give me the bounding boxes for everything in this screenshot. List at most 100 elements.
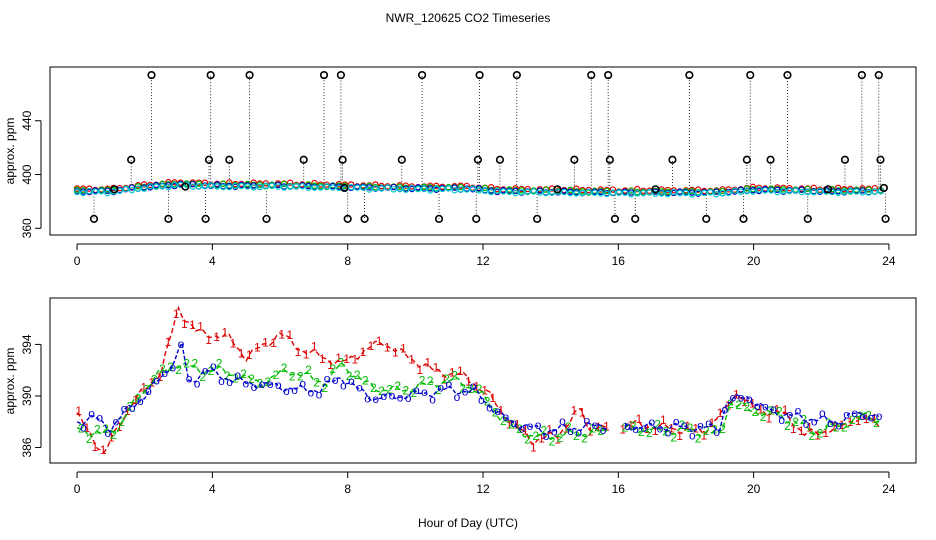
bottom-series-1-marker: 1 (725, 398, 732, 412)
top-series-2-point (804, 185, 811, 193)
top-series-4-point (238, 182, 245, 190)
top-series-4-point (646, 188, 653, 196)
bottom-series-1-marker: 1 (668, 422, 675, 436)
figure-title: NWR_120625 CO2 Timeseries (386, 11, 551, 25)
bottom-series-1-marker: 1 (636, 412, 643, 426)
bottom-series-3-line (76, 341, 880, 436)
top-series-4-point (506, 188, 513, 195)
bottom-series-3-marker: o (275, 378, 282, 392)
bottom-series-3-marker: o (202, 364, 209, 378)
bottom-series-1-marker: 1 (652, 424, 659, 438)
top-series-4-point (567, 189, 574, 197)
bottom-series-3-marker: o (835, 419, 842, 433)
top-series-4-point (79, 189, 87, 197)
top-flag-point (874, 70, 883, 80)
top-flag-point (336, 70, 346, 80)
top-series-4-point (171, 181, 178, 189)
bottom-series-2-marker: 2 (532, 429, 539, 443)
bottom-series-2-marker: 2 (411, 386, 418, 400)
top-series-4-point (694, 189, 702, 196)
bottom-series-1-marker: 1 (157, 370, 164, 384)
bottom-series-1-marker: 1 (587, 425, 594, 439)
bottom-series-3-marker: o (80, 420, 87, 434)
bottom-series-1-marker: 1 (295, 345, 302, 359)
top-series-4-point (749, 188, 757, 195)
top-series-3-point (798, 186, 805, 193)
bottom-series-2-marker: 2 (703, 424, 710, 438)
bottom-series-3-marker: o (592, 418, 599, 432)
bottom-series-1-marker: 1 (351, 352, 358, 366)
bottom-series-1-marker: 1 (619, 422, 626, 436)
bottom-series-3-marker: o (364, 392, 371, 406)
bottom-series-1-marker: 1 (814, 429, 821, 443)
top-flag-point (610, 214, 620, 223)
top-series-4-point (165, 183, 172, 191)
bottom-series-3-marker: o (96, 411, 103, 425)
top-flag-point (299, 155, 308, 164)
bottom-series-2-marker: 2 (248, 372, 255, 386)
bottom-series-1-marker: 1 (238, 347, 245, 361)
top-series-4-point (865, 189, 872, 196)
top-flag-point (262, 214, 271, 223)
bottom-series-1-marker: 1 (676, 429, 683, 443)
top-series-4-point (262, 182, 270, 190)
bottom-series-1-marker: 1 (871, 412, 878, 426)
bottom-series-1-marker: 1 (766, 412, 773, 426)
bottom-series-1-marker: 1 (222, 325, 229, 339)
top-series-3-point (688, 189, 696, 196)
bottom-series-3-marker: o (389, 388, 396, 402)
bottom-series-1-marker: 1 (774, 403, 781, 417)
top-flag-point (181, 182, 190, 191)
bottom-series-2-marker: 2 (378, 384, 385, 398)
bottom-series-1-marker: 1 (717, 406, 724, 420)
bottom-series-2-marker: 2 (541, 423, 548, 437)
bottom-series-3-marker: o (234, 368, 241, 382)
bottom-series-2-marker: 2 (394, 379, 401, 393)
bottom-y-axis-label: approx. ppm (3, 348, 17, 415)
top-series-4-point (213, 183, 221, 190)
bottom-series-2-marker: 2 (362, 374, 369, 388)
bottom-series-3-marker: o (421, 385, 428, 399)
bottom-series-3-marker: o (194, 376, 201, 390)
bottom-series-3-marker: o (795, 403, 802, 417)
top-series-4-point (408, 184, 416, 192)
top-series-4-point (286, 183, 294, 190)
bottom-series-3-marker: o (413, 383, 420, 397)
bottom-series-1-marker: 1 (278, 328, 285, 342)
top-series-4-point (378, 185, 385, 192)
top-series-2-point (396, 183, 403, 190)
bottom-series-3-marker: o (462, 385, 469, 399)
bottom-series-3-marker: o (316, 388, 323, 402)
bottom-series-1-marker: 1 (822, 426, 829, 440)
bottom-series-3-marker: o (405, 391, 412, 405)
bottom-series-2-marker: 2 (386, 383, 393, 397)
bottom-series-2-marker: 2 (110, 428, 117, 442)
bottom-series-1-marker: 1 (75, 404, 82, 418)
top-series-2-point (567, 186, 574, 194)
bottom-series-3-marker: o (348, 374, 355, 388)
top-series-4-point (798, 188, 805, 196)
bottom-series-3-marker: o (218, 374, 225, 388)
bottom-series-3-marker: o (527, 419, 534, 433)
bottom-series-3-marker: o (356, 380, 363, 394)
top-series-4-point (183, 181, 190, 188)
bottom-series-2-marker: 2 (679, 418, 686, 432)
bottom-series-1-marker: 1 (246, 348, 253, 362)
top-flag-point (473, 155, 483, 164)
top-series-4-point (518, 189, 525, 196)
bottom-series-2-marker: 2 (719, 422, 726, 436)
bottom-series-2-marker: 2 (638, 425, 645, 439)
top-series-4-point (469, 185, 477, 192)
bottom-series-2-marker: 2 (549, 434, 556, 448)
bottom-x-tick-label: 16 (612, 482, 626, 496)
top-series-1-point (871, 185, 878, 192)
top-flag-point (783, 70, 792, 80)
bottom-series-3-marker: o (697, 418, 704, 432)
top-series-1-point (311, 179, 318, 187)
top-series-4-point (640, 189, 647, 197)
bottom-series-3-marker: o (738, 391, 745, 405)
bottom-series-1-marker: 1 (108, 430, 115, 444)
top-series-4-point (463, 186, 470, 193)
top-series-4-point (427, 187, 434, 194)
top-x-tick-label: 20 (747, 254, 761, 268)
